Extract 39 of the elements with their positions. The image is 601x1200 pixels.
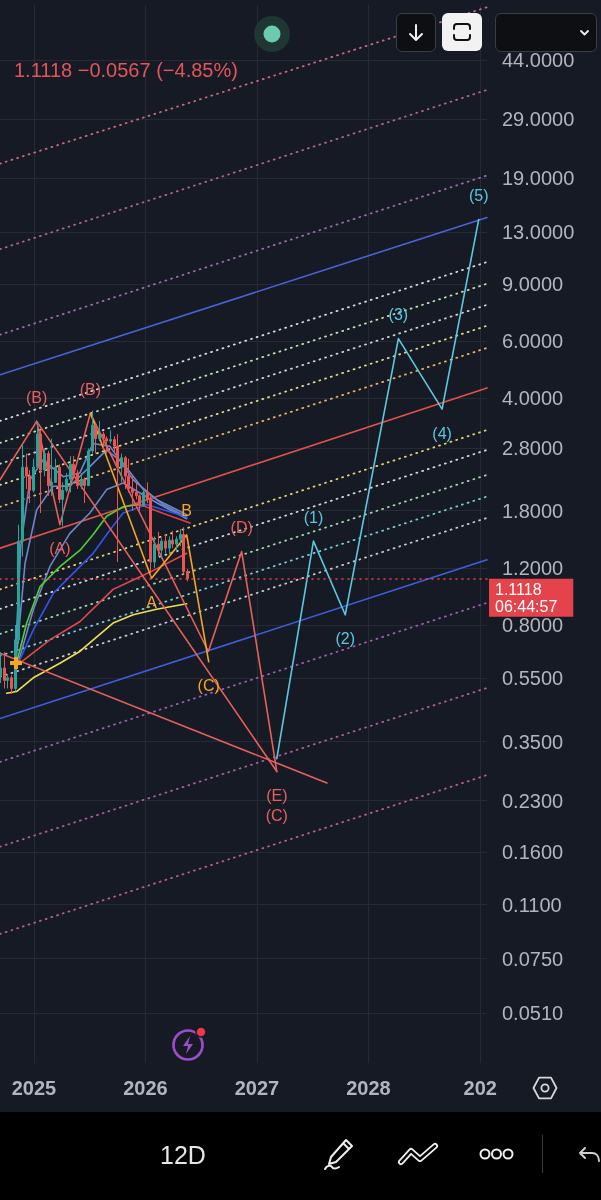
annotation: (D) [230, 519, 253, 537]
y-tick-label: 0.2300 [502, 789, 564, 812]
y-tick-label: 1.8000 [502, 499, 564, 522]
y-tick-label: 0.1100 [502, 893, 562, 916]
y-tick-label: 0.3500 [502, 730, 564, 753]
annotation: B [181, 502, 193, 520]
y-tick-label: 0.0510 [502, 1002, 564, 1025]
x-tick-label: 2026 [123, 1077, 168, 1099]
annotation: (C) [265, 807, 288, 825]
y-tick-label: 4.0000 [502, 387, 564, 410]
annotation: A [146, 593, 158, 611]
y-tick-label: 44.0000 [502, 49, 575, 72]
y-tick-label: 9.0000 [502, 272, 564, 295]
y-tick-label: 0.0750 [502, 947, 564, 970]
y-tick-label: 13.0000 [502, 220, 575, 243]
annotation: (5) [468, 186, 489, 204]
y-tick-label: 0.5500 [502, 666, 564, 689]
y-tick-label: 1.2000 [502, 556, 564, 579]
ref-line-label: 1.1118 06:44:57 [495, 580, 558, 615]
annotation: (B) [26, 388, 48, 406]
x-tick-label: 202 [463, 1077, 497, 1099]
annotation: (E) [266, 787, 288, 805]
annotation: (3) [388, 306, 409, 324]
annotation: (B) [79, 380, 102, 398]
annotation: (C) [197, 677, 220, 695]
y-tick-label: 0.8000 [502, 614, 564, 636]
bottom-toolbar: 12D [0, 1112, 601, 1200]
y-tick-label: 2.8000 [502, 437, 564, 460]
annotation: (4) [432, 424, 452, 442]
x-tick-label: 2025 [11, 1077, 57, 1099]
y-tick-label: 19.0000 [502, 167, 575, 190]
text: 1.1118 −0.0567 (−4.85%) [14, 58, 238, 82]
annotation: (1) [303, 508, 324, 526]
y-tick-label: 6.0000 [502, 329, 564, 352]
y-tick-label: 0.1600 [502, 840, 564, 863]
x-tick-label: 2027 [234, 1077, 280, 1099]
x-tick-label: 2028 [346, 1077, 391, 1099]
y-tick-label: 29.0000 [502, 107, 575, 130]
annotation: (2) [335, 630, 356, 648]
